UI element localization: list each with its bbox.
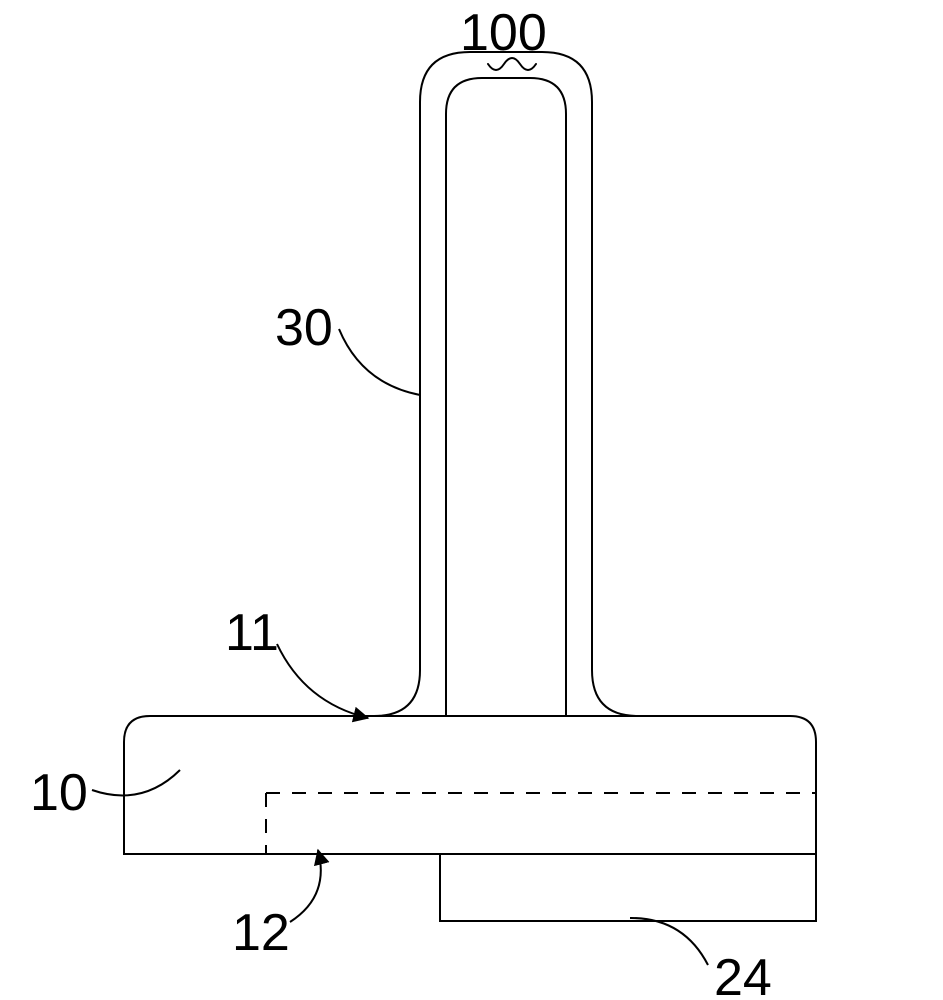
label-24: 24 [714, 949, 772, 1000]
label-12: 12 [232, 904, 290, 962]
technical-figure: 100 30 11 10 12 24 [0, 0, 943, 1000]
label-10: 10 [30, 764, 88, 822]
label-11: 11 [225, 604, 279, 662]
label-100: 100 [460, 4, 547, 62]
label-30: 30 [275, 299, 333, 357]
